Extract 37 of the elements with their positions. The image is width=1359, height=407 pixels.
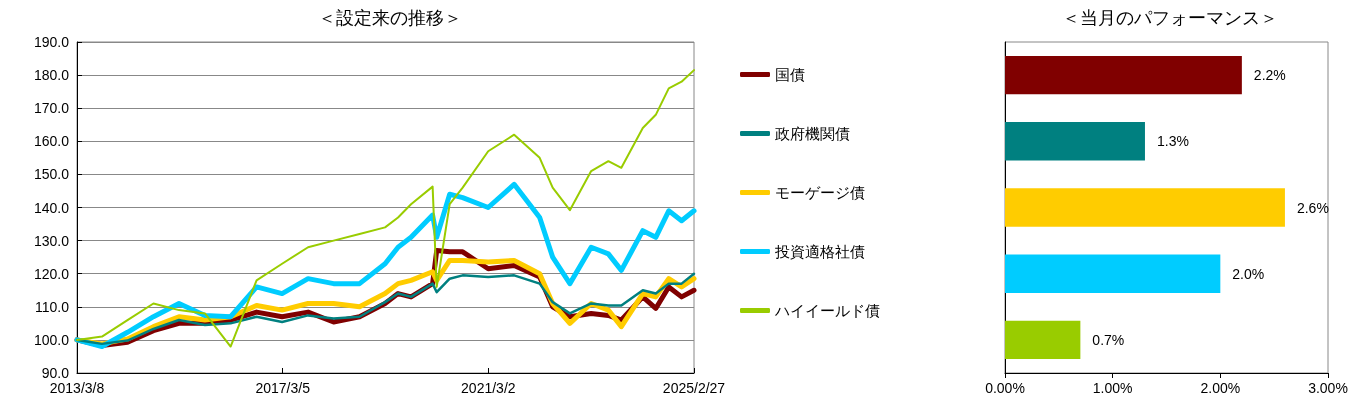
y-tick-label: 160.0 <box>33 133 70 150</box>
bar <box>1005 320 1081 360</box>
bar <box>1005 122 1145 161</box>
bar <box>1005 188 1285 227</box>
y-tick-label: 120.0 <box>33 265 70 282</box>
y-tick-label: 110.0 <box>35 298 70 315</box>
y-tick-label: 190.0 <box>33 34 70 50</box>
legend-label: モーゲージ債 <box>775 184 865 201</box>
legend-label: 投資適格社債 <box>774 243 865 260</box>
x-tick-label: 3.00% <box>1308 380 1348 396</box>
legend-label: ハイイールド債 <box>774 302 880 319</box>
data-label: 1.3% <box>1156 133 1189 150</box>
bar <box>1005 254 1221 293</box>
y-tick-label: 100.0 <box>33 331 70 348</box>
y-tick-label: 90.0 <box>41 365 70 381</box>
data-label: 2.2% <box>1253 67 1286 84</box>
x-tick-label: 2021/3/2 <box>461 380 516 396</box>
y-tick-label: 170.0 <box>33 100 70 117</box>
x-tick-label: 2025/2/27 <box>662 380 726 396</box>
legend-label: 国債 <box>775 66 805 83</box>
x-tick-label: 1.00% <box>1092 380 1133 396</box>
legend-label: 政府機関債 <box>775 125 850 142</box>
y-tick-label: 150.0 <box>33 166 70 183</box>
chart-title: ＜設定来の推移＞ <box>318 8 462 28</box>
data-label: 0.7% <box>1092 331 1125 348</box>
bar <box>1005 55 1242 95</box>
x-tick-label: 0.00% <box>985 380 1025 396</box>
x-tick-label: 2013/3/8 <box>49 380 105 396</box>
data-label: 2.6% <box>1296 199 1329 216</box>
y-tick-label: 130.0 <box>33 232 70 249</box>
chart-title: ＜当月のパフォーマンス＞ <box>1062 8 1278 28</box>
x-tick-label: 2.00% <box>1200 380 1241 396</box>
line-series <box>76 69 695 348</box>
x-tick-label: 2017/3/5 <box>255 380 311 396</box>
y-tick-label: 140.0 <box>33 199 70 216</box>
y-tick-label: 180.0 <box>33 67 70 84</box>
data-label: 2.0% <box>1232 265 1265 282</box>
